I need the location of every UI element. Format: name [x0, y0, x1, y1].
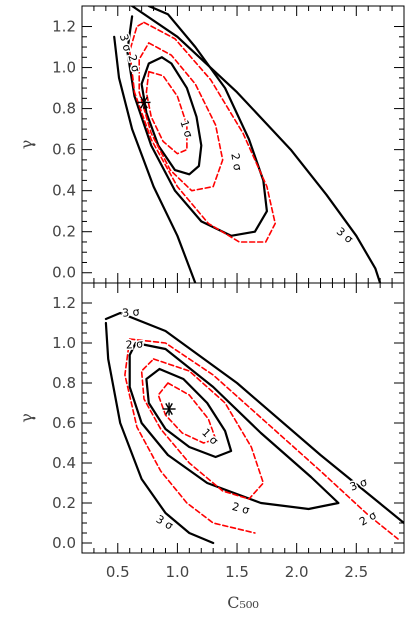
best-fit-marker — [162, 402, 176, 416]
y-tick-label: 0.8 — [52, 374, 76, 392]
bottom-panel: 1 σ2 σ2 σ3 σ3 σ3 σ2 σ0.00.20.40.60.81.01… — [17, 282, 405, 612]
solid-contour-0 — [140, 56, 203, 176]
x-tick-label: 1.5 — [225, 563, 249, 581]
sigma-label-2: 2 σ — [357, 509, 379, 529]
sigma-label-3: 3 σ — [117, 33, 134, 53]
x-tick-label: 2.5 — [344, 563, 368, 581]
sigma-label-2: 3 σ — [334, 225, 356, 246]
x-tick-label: 1.0 — [165, 563, 189, 581]
best-fit-marker — [137, 95, 151, 109]
dashed-contour-4 — [145, 70, 188, 155]
dashed-contour-6 — [128, 21, 276, 243]
dashed-contour-4 — [157, 382, 217, 444]
contour-lines: 1 σ2 σ2 σ3 σ3 σ3 σ2 σ — [104, 304, 404, 545]
y-tick-label: 0.0 — [52, 264, 76, 282]
solid-contour-0 — [145, 367, 233, 459]
y-tick-label: 1.2 — [52, 294, 76, 312]
sigma-label-5: 3 σ — [122, 305, 141, 319]
y-tick-label: 0.0 — [52, 534, 76, 552]
dashed-contour-6 — [128, 338, 399, 540]
sigma-label-4: 2 σ — [125, 53, 142, 73]
solid-contour-3 — [104, 321, 215, 545]
y-tick-label: 1.0 — [52, 334, 76, 352]
y-tick-label: 0.2 — [52, 494, 76, 512]
solid-contour-2 — [113, 35, 197, 283]
solid-contour-1 — [128, 341, 340, 511]
y-tick-label: 1.0 — [52, 59, 76, 77]
contour-lines: 1 σ2 σ3 σ3 σ2 σ — [113, 6, 382, 283]
dashed-contour-7 — [124, 338, 256, 534]
solid-contour-2 — [104, 311, 404, 525]
y-tick-label: 0.8 — [52, 100, 76, 118]
x-tick-label: 0.5 — [106, 563, 130, 581]
sigma-label-4: 3 σ — [154, 513, 176, 533]
sigma-label-1: 2 σ — [228, 152, 244, 171]
sigma-label-6: 2 σ — [125, 337, 144, 351]
y-axis-label: γ — [17, 140, 36, 150]
y-tick-label: 0.4 — [52, 182, 76, 200]
y-tick-label: 0.6 — [52, 414, 76, 432]
y-tick-label: 0.2 — [52, 223, 76, 241]
y-tick-label: 1.2 — [52, 18, 76, 36]
top-panel: 1 σ2 σ3 σ3 σ2 σ0.00.20.40.60.81.01.2γ — [17, 5, 405, 284]
y-axis-label: γ — [17, 413, 36, 423]
y-tick-label: 0.6 — [52, 141, 76, 159]
x-tick-label: 2.0 — [285, 563, 309, 581]
sigma-label-0: 1 σ — [199, 426, 221, 448]
sigma-label-1: 2 σ — [231, 500, 251, 517]
solid-contour-3 — [131, 6, 382, 283]
plot-frame — [81, 282, 405, 554]
dashed-contour-5 — [138, 42, 224, 192]
dashed-contour-5 — [140, 358, 265, 500]
x-axis-label: C₅₀₀ — [227, 593, 258, 612]
y-tick-label: 0.4 — [52, 454, 76, 472]
sigma-label-0: 1 σ — [177, 119, 195, 140]
solid-contour-1 — [126, 6, 268, 237]
